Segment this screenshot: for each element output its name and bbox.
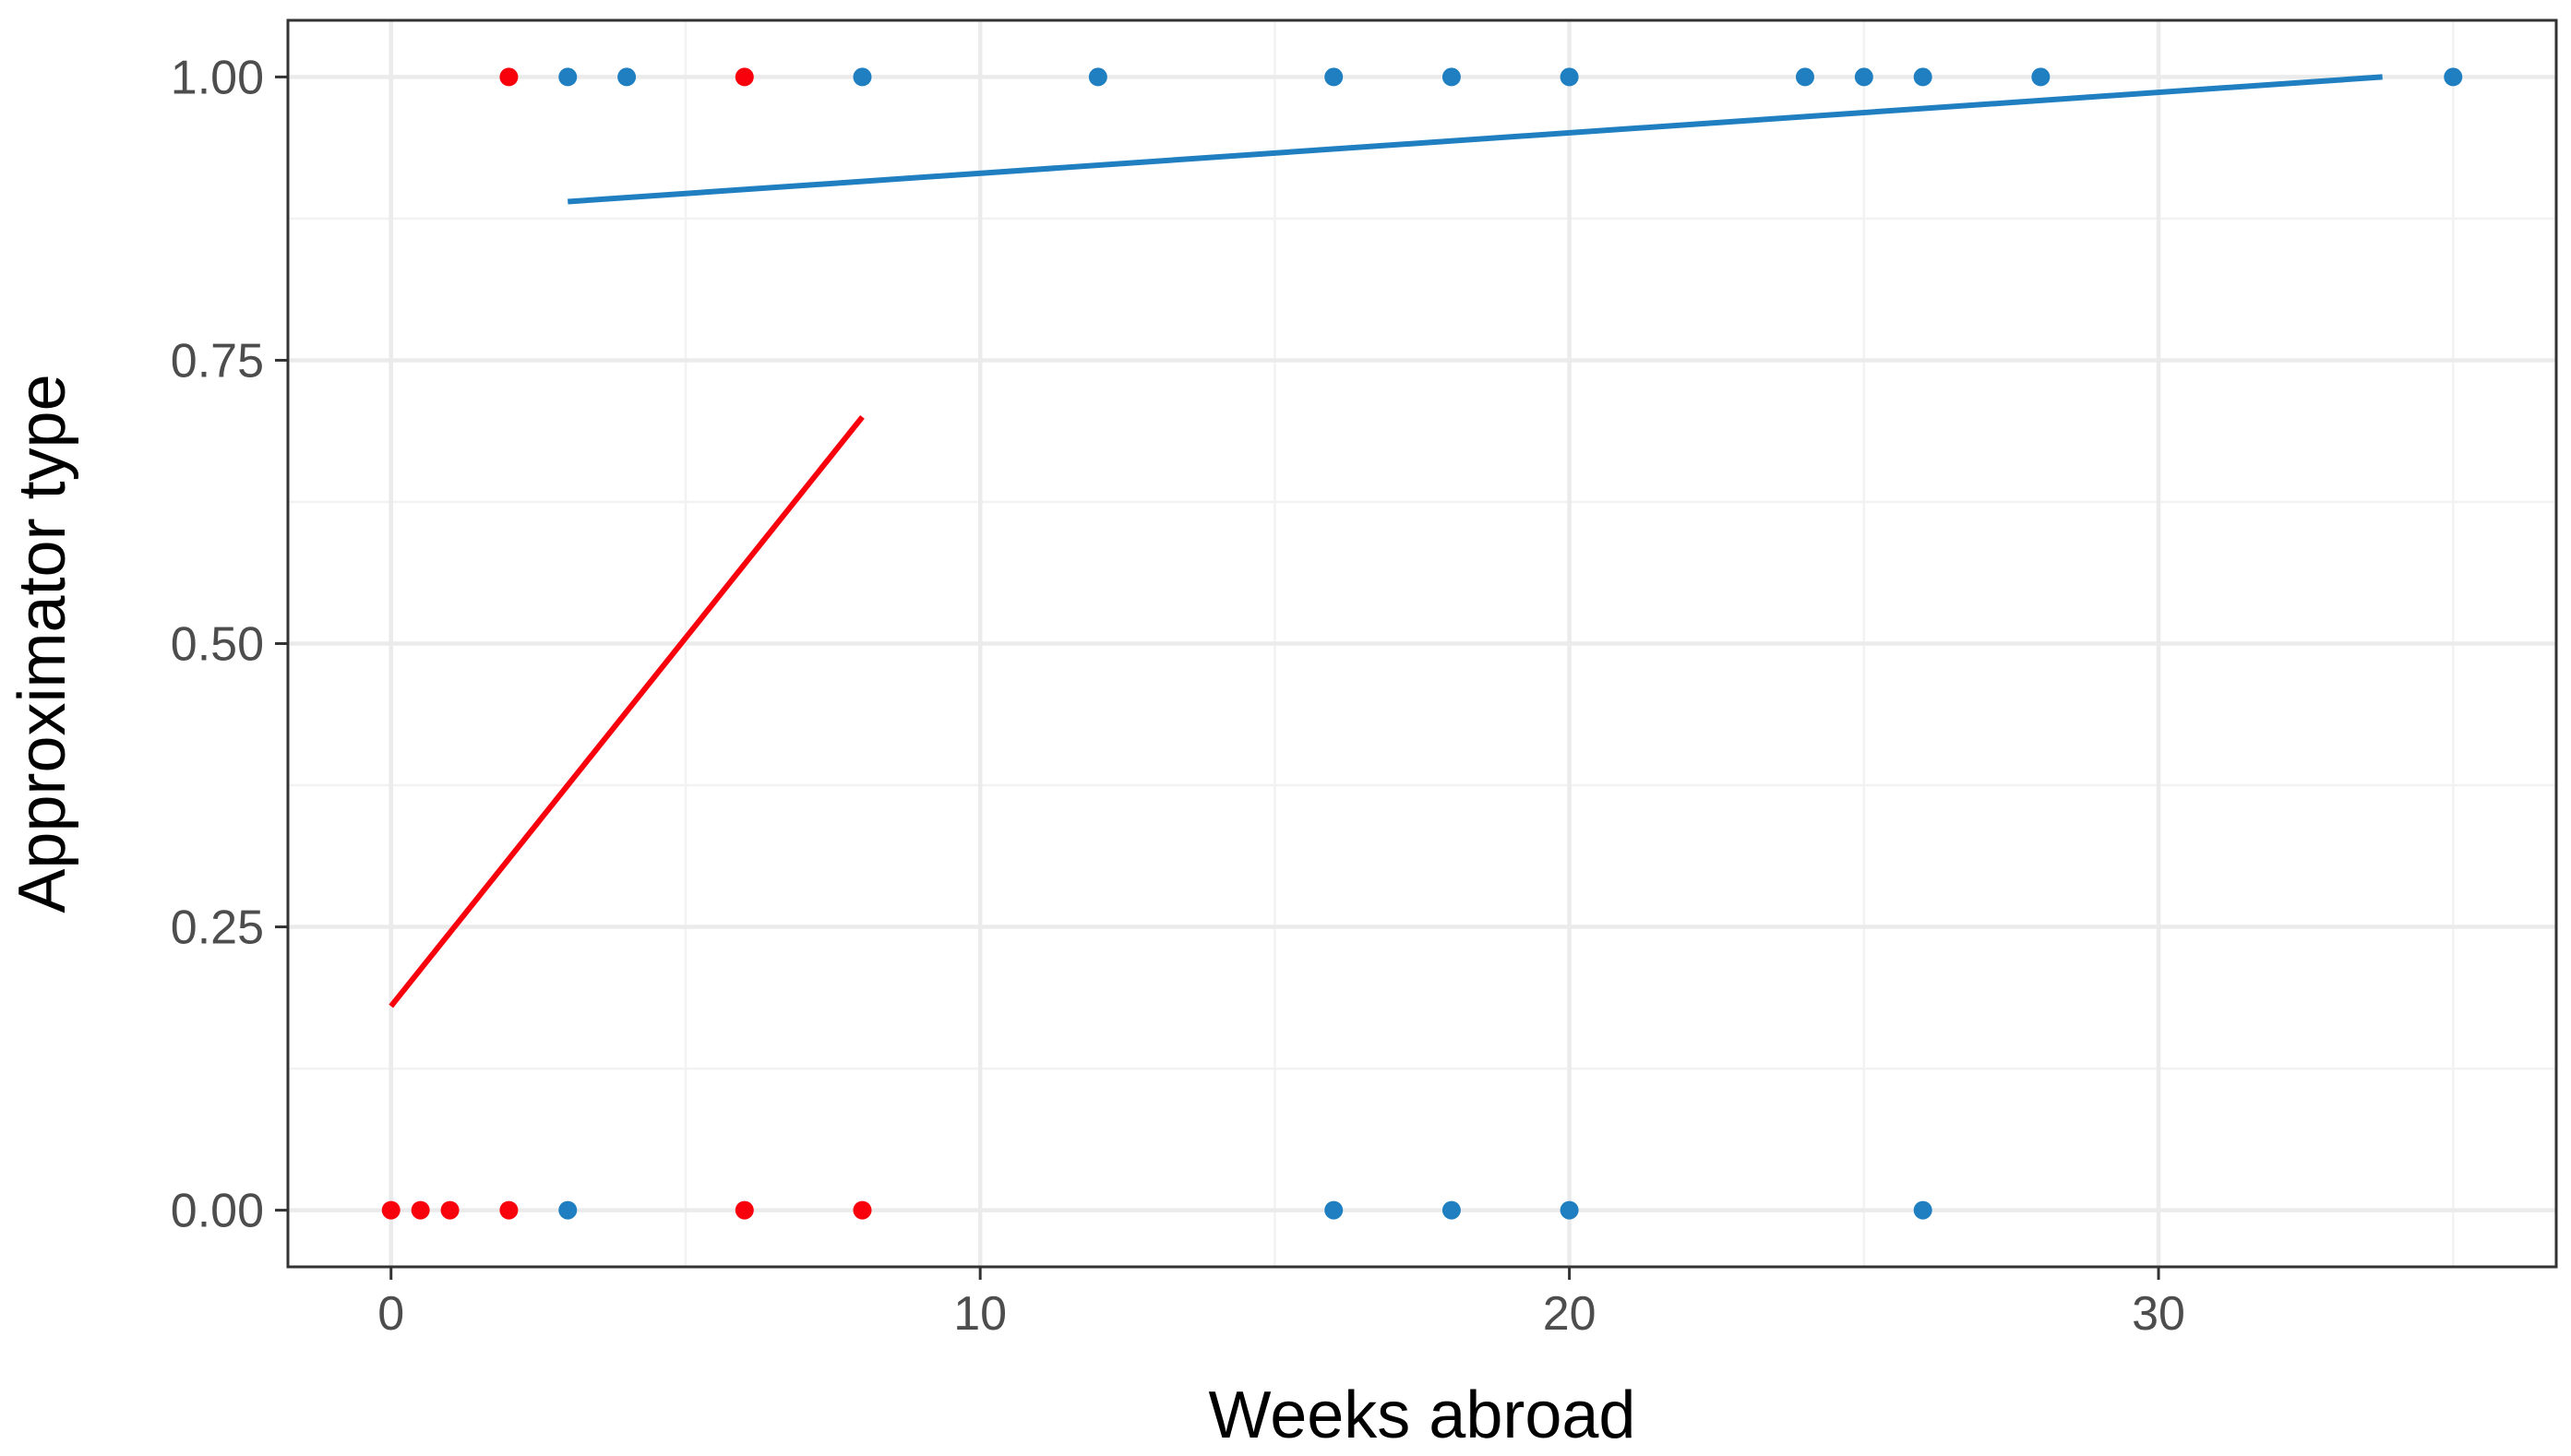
series-2-point bbox=[558, 67, 578, 87]
data-points bbox=[381, 67, 2463, 1220]
series-2-point bbox=[853, 67, 872, 87]
series-2-point bbox=[617, 67, 637, 87]
series-1-point bbox=[853, 1200, 872, 1220]
gridlines bbox=[288, 20, 2556, 1267]
series-2-point bbox=[1324, 1200, 1344, 1220]
x-tick-label: 10 bbox=[953, 1287, 1007, 1341]
y-axis-title: Approximator type bbox=[6, 374, 79, 913]
series-2-point bbox=[1854, 67, 1873, 87]
fit-lines bbox=[389, 74, 2383, 1008]
series-2-point bbox=[1913, 67, 1932, 87]
x-axis-title: Weeks abroad bbox=[1209, 1378, 1636, 1451]
series-2-point bbox=[1324, 67, 1344, 87]
series-2-point bbox=[2031, 67, 2051, 87]
x-tick-label: 30 bbox=[2132, 1287, 2185, 1341]
series-1-point bbox=[499, 1200, 519, 1220]
series-1-point bbox=[411, 1200, 430, 1220]
series-1-fit-line bbox=[389, 414, 865, 1008]
series-1-point bbox=[735, 67, 754, 87]
series-2-point bbox=[1560, 67, 1579, 87]
y-tick-label: 0.50 bbox=[171, 618, 264, 672]
series-2-point bbox=[558, 1200, 578, 1220]
x-tick-label: 20 bbox=[1543, 1287, 1596, 1341]
series-1-point bbox=[735, 1200, 754, 1220]
series-1-point bbox=[381, 1200, 401, 1220]
series-2-point bbox=[1795, 67, 1814, 87]
series-2-point bbox=[1913, 1200, 1932, 1220]
y-tick-label: 1.00 bbox=[171, 51, 264, 104]
series-2-point bbox=[1441, 1200, 1461, 1220]
y-tick-label: 0.25 bbox=[171, 901, 264, 955]
y-tick-label: 0.75 bbox=[171, 334, 264, 388]
y-tick-label: 0.00 bbox=[171, 1185, 264, 1238]
series-2-fit-line bbox=[568, 74, 2383, 205]
x-tick-label: 0 bbox=[377, 1287, 404, 1341]
series-1-point bbox=[440, 1200, 460, 1220]
series-1-point bbox=[499, 67, 519, 87]
series-2-point bbox=[1560, 1200, 1579, 1220]
series-2-point bbox=[1088, 67, 1107, 87]
series-2-point bbox=[1441, 67, 1461, 87]
series-2-point bbox=[2444, 67, 2463, 87]
axes: 0 10 20 30 0.00 0.25 0.50 0.75 1.00 bbox=[171, 51, 2185, 1341]
